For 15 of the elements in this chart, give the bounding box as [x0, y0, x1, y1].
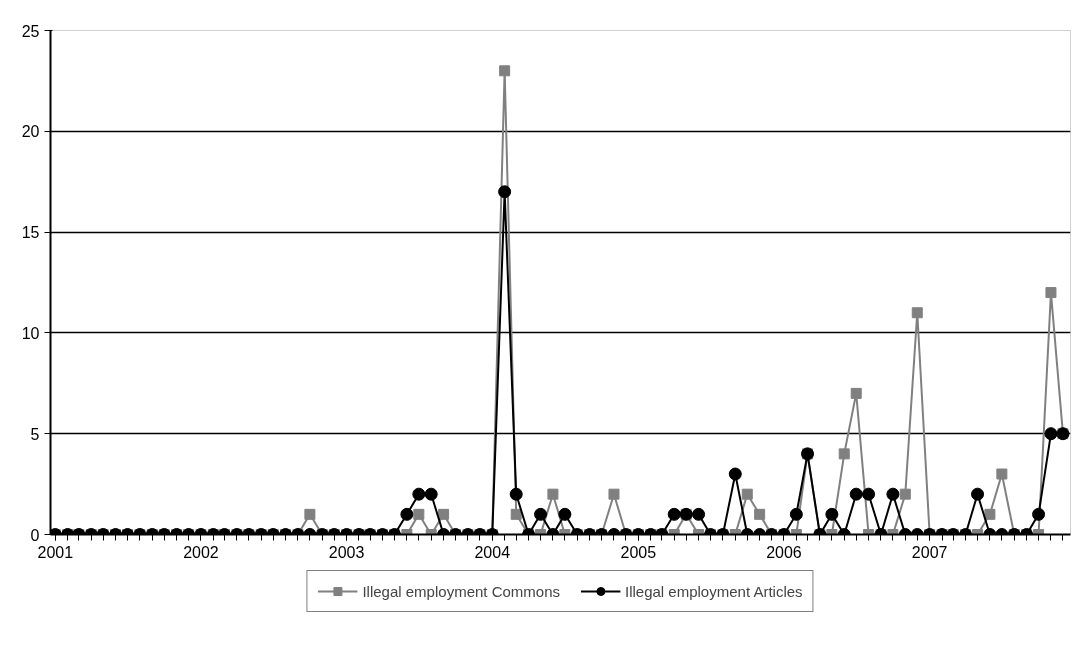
x-tick-label: 2005: [620, 543, 657, 561]
x-tick-label: 2006: [766, 543, 802, 561]
x-tick-label: 2007: [911, 543, 948, 561]
legend-label: Illegal employment Articles: [625, 582, 803, 600]
y-tick-label: 25: [21, 22, 40, 40]
y-tick-label: 20: [21, 123, 40, 141]
x-tick-label: 2003: [328, 543, 365, 561]
x-tick-label: 2004: [474, 543, 511, 561]
x-tick-label: 2002: [183, 543, 219, 561]
legend-label: Illegal employment Commons: [362, 582, 560, 600]
x-tick-label: 2001: [37, 543, 74, 561]
y-tick-label: 15: [21, 224, 40, 242]
y-tick-label: 5: [30, 425, 40, 443]
y-tick-label: 0: [30, 526, 40, 544]
y-tick-label: 10: [21, 324, 40, 342]
